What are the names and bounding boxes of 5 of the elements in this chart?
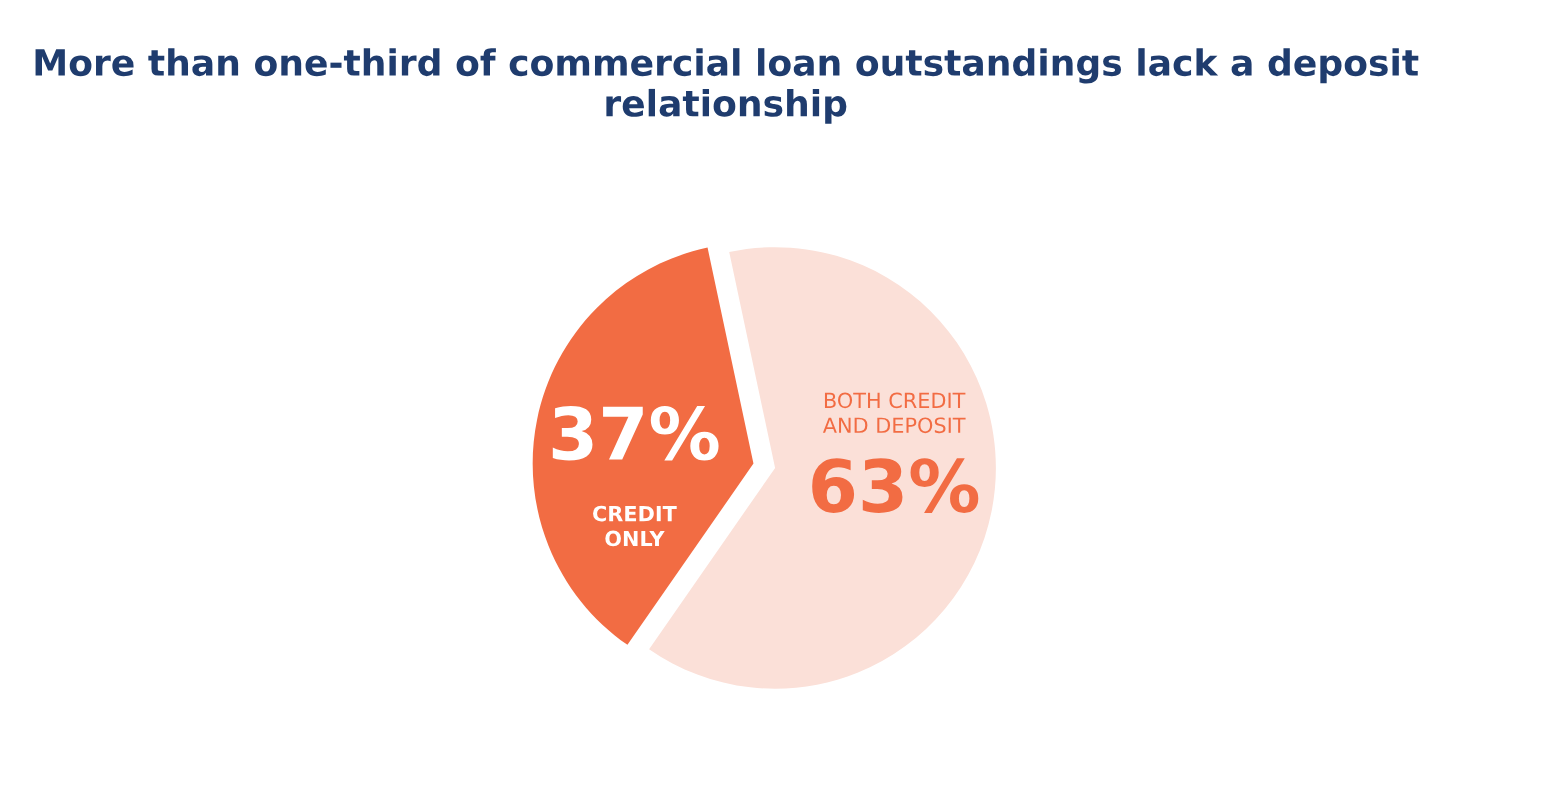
data-label: 63% — [812, 458, 979, 513]
slice-label: CREDIT ONLY — [593, 505, 677, 547]
chart-title: More than one-third of commercial loan outstandings lack a deposit relationship — [35, 48, 1419, 124]
slice-label: BOTH CREDIT AND DEPOSIT — [822, 392, 966, 434]
data-label: 37% — [552, 405, 719, 461]
